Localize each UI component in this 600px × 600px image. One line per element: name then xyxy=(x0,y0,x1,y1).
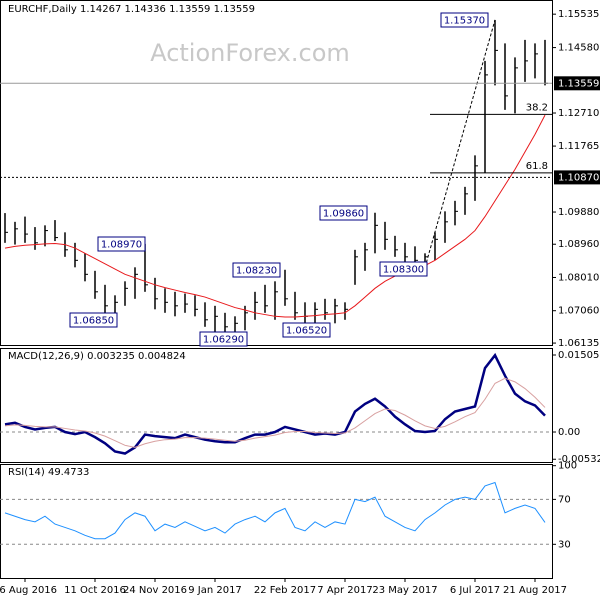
x-tick-label: 21 Aug 2017 xyxy=(503,585,567,596)
moving-average xyxy=(4,114,546,318)
level-box xyxy=(554,76,600,91)
x-tick-label: 9 Jan 2017 xyxy=(188,585,242,596)
annotation: 1.15370 xyxy=(444,16,485,27)
y-tick-label: 1.08010 xyxy=(558,272,599,283)
y-tick-label: 1.09880 xyxy=(558,207,599,218)
annotation-box xyxy=(282,322,331,338)
indicator-line xyxy=(4,481,546,540)
watermark: ActionForex.com xyxy=(150,39,350,67)
trend-line xyxy=(424,19,496,268)
chart-title: EURCHF,Daily 1.14267 1.14336 1.13559 1.1… xyxy=(8,4,255,15)
annotation-box xyxy=(232,262,281,278)
annotation-box xyxy=(319,205,368,221)
annotation: 1.09860 xyxy=(323,209,364,220)
annotation-box xyxy=(97,236,146,252)
annotation: 1.08300 xyxy=(383,265,424,276)
macd-title: MACD(12,26,9) 0.003235 0.004824 xyxy=(8,351,186,362)
y-tick-label: 1.12710 xyxy=(558,108,599,119)
indicator-line xyxy=(4,352,546,455)
y-tick-label: 70 xyxy=(558,494,571,505)
panel-frame xyxy=(0,348,553,463)
level-label: 1.13559 xyxy=(558,78,599,89)
y-tick-label: 1.08960 xyxy=(558,239,599,250)
y-tick-label: 1.11765 xyxy=(558,141,599,152)
panel-frame xyxy=(0,464,553,579)
annotation: 1.08970 xyxy=(101,240,142,251)
panel-frame xyxy=(0,0,553,346)
x-tick-label: 7 Apr 2017 xyxy=(317,585,372,596)
y-tick-label: 0.00 xyxy=(558,427,580,438)
y-tick-label: 30 xyxy=(558,539,571,550)
annotation: 1.06520 xyxy=(286,326,327,337)
x-tick-label: 6 Jul 2017 xyxy=(450,585,500,596)
annotation-box xyxy=(199,331,248,347)
annotation: 1.06850 xyxy=(73,316,114,327)
fib-label: 61.8 xyxy=(526,161,548,172)
y-tick-label: 0.015052 xyxy=(558,350,600,361)
annotation: 1.08230 xyxy=(236,266,277,277)
rsi-title: RSI(14) 49.4733 xyxy=(8,467,89,478)
x-tick-label: 23 May 2017 xyxy=(372,585,437,596)
annotation-box xyxy=(69,312,118,328)
annotation-box xyxy=(440,12,489,28)
indicator-line xyxy=(4,377,546,448)
annotation-box xyxy=(379,261,428,277)
x-tick-label: 11 Oct 2016 xyxy=(64,585,126,596)
y-tick-label: 1.06135 xyxy=(558,338,599,349)
level-label: 1.10870 xyxy=(558,172,599,183)
x-tick-label: 26 Aug 2016 xyxy=(0,585,57,596)
level-box xyxy=(554,170,600,185)
x-tick-label: 24 Nov 2016 xyxy=(123,585,187,596)
y-tick-label: 1.15535 xyxy=(558,9,599,20)
y-tick-label: 1.14580 xyxy=(558,43,599,54)
fib-label: 38.2 xyxy=(526,102,548,113)
annotation: 1.06290 xyxy=(203,335,244,346)
y-tick-label: 1.07060 xyxy=(558,306,599,317)
y-tick-label: 100 xyxy=(558,461,577,472)
x-tick-label: 22 Feb 2017 xyxy=(254,585,316,596)
